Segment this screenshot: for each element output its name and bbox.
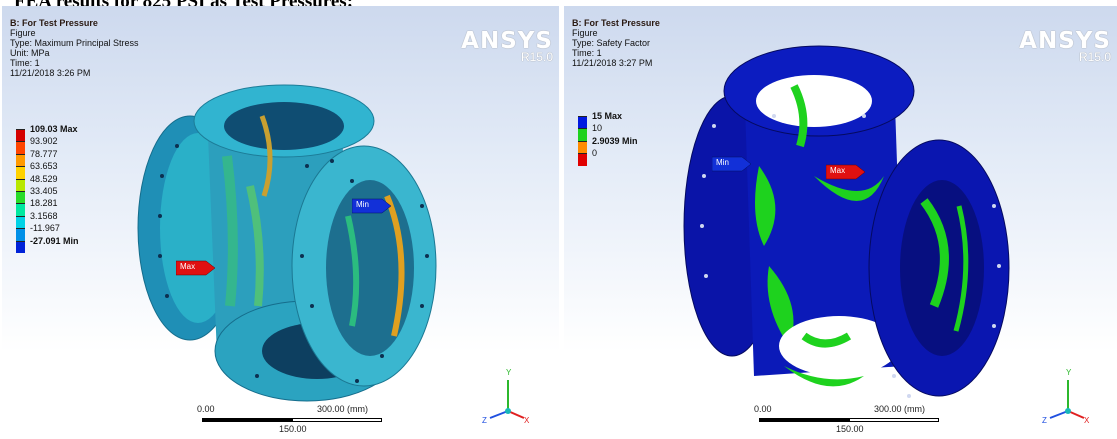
min-tag-label: Min (716, 158, 729, 167)
scale-start-label: 0.00 (754, 404, 772, 414)
max-probe-tag[interactable]: Max (825, 164, 866, 185)
info-line: 11/21/2018 3:27 PM (572, 58, 653, 68)
legend-swatch (16, 203, 25, 216)
scale-bar-white (292, 418, 382, 422)
legend-swatch (578, 116, 587, 129)
scale-mid-label: 150.00 (279, 424, 307, 434)
legend-label: 18.281 (30, 198, 58, 209)
triad-arrows (1049, 380, 1085, 419)
min-probe-tag[interactable]: Min (351, 198, 392, 219)
scale-start-label: 0.00 (197, 404, 215, 414)
scale-bar-white (849, 418, 939, 422)
axis-triad[interactable]: Y X Z (480, 366, 530, 426)
info-line: Figure (572, 28, 598, 38)
scale-bar-black (759, 418, 849, 422)
triad-z-label: Z (1042, 416, 1047, 425)
logo-version: R15.0 (1078, 50, 1111, 64)
legend-swatch (578, 140, 587, 154)
legend-swatch (578, 153, 587, 166)
legend-swatch (16, 166, 25, 179)
logo-brand: ANSYS (1019, 28, 1111, 54)
max-tag-label: Max (180, 262, 196, 271)
legend-swatch (578, 128, 587, 141)
legend-label: 109.03 Max (30, 124, 78, 134)
legend-label: 15 Max (592, 111, 623, 121)
ansys-logo: ANSYS R15.0 (1019, 28, 1111, 64)
legend-swatch (16, 129, 25, 142)
legend-swatch (16, 141, 25, 154)
result-info-block: B: For Test Pressure Figure Type: Safety… (572, 18, 660, 68)
legend-swatch (16, 215, 25, 229)
analysis-title: B: For Test Pressure (10, 18, 98, 28)
scale-end-label: 300.00 (mm) (874, 404, 926, 414)
info-line: Figure (10, 28, 36, 38)
scale-mid-label: 150.00 (836, 424, 864, 434)
legend-label: 93.902 (30, 136, 58, 147)
legend-label: 33.405 (30, 185, 58, 196)
max-tag-shape (175, 260, 216, 276)
logo-brand: ANSYS (461, 28, 553, 54)
max-tag-shape (825, 164, 866, 180)
triad-x-label: X (1084, 416, 1090, 425)
max-tag-label: Max (830, 166, 846, 175)
legend-swatch (16, 178, 25, 191)
scale-end-label: 300.00 (mm) (317, 404, 369, 414)
max-probe-tag[interactable]: Max (175, 260, 216, 281)
info-line: Unit: MPa (10, 48, 50, 58)
legend-label: 3.1568 (30, 210, 58, 221)
viewport-max-principal-stress[interactable]: B: For Test Pressure Figure Type: Maximu… (2, 6, 559, 439)
analysis-title: B: For Test Pressure (572, 18, 660, 28)
legend-label: -11.967 (30, 223, 60, 234)
scale-bar: 0.00 300.00 (mm) 150.00 (197, 404, 407, 438)
legend-label: 10 (592, 123, 603, 134)
scale-bar: 0.00 300.00 (mm) 150.00 (754, 404, 964, 438)
triad-y-label: Y (506, 368, 512, 377)
info-line: Time: 1 (572, 48, 602, 58)
legend-label: -27.091 Min (30, 235, 79, 246)
min-tag-label: Min (356, 200, 369, 209)
legend-label: 63.653 (30, 161, 58, 172)
legend-swatch (16, 190, 25, 204)
legend-swatch (16, 240, 25, 253)
legend-label: 0 (592, 148, 598, 159)
info-line: Type: Maximum Principal Stress (10, 38, 139, 48)
info-line: 11/21/2018 3:26 PM (10, 68, 91, 78)
triad-y-label: Y (1066, 368, 1072, 377)
ansys-logo: ANSYS R15.0 (461, 28, 553, 64)
stress-model-graphic[interactable] (2, 6, 559, 439)
legend-swatch (16, 228, 25, 241)
triad-z-label: Z (482, 416, 487, 425)
triad-x-label: X (524, 416, 530, 425)
legend-swatch (16, 153, 25, 167)
axis-triad[interactable]: Y X Z (1040, 366, 1090, 426)
triad-arrows (489, 380, 525, 419)
logo-version: R15.0 (520, 50, 553, 64)
min-tag-shape (351, 198, 392, 214)
info-line: Type: Safety Factor (572, 38, 651, 48)
scale-bar-black (202, 418, 292, 422)
legend-label: 78.777 (30, 148, 58, 159)
min-tag-shape (711, 156, 752, 172)
legend-label: 48.529 (30, 173, 58, 184)
viewport-safety-factor[interactable]: B: For Test Pressure Figure Type: Safety… (564, 6, 1117, 439)
info-line: Time: 1 (10, 58, 40, 68)
min-probe-tag[interactable]: Min (711, 156, 752, 177)
legend-label: 2.9039 Min (592, 135, 638, 146)
safety-factor-model-graphic[interactable] (564, 6, 1117, 439)
result-info-block: B: For Test Pressure Figure Type: Maximu… (10, 18, 139, 78)
